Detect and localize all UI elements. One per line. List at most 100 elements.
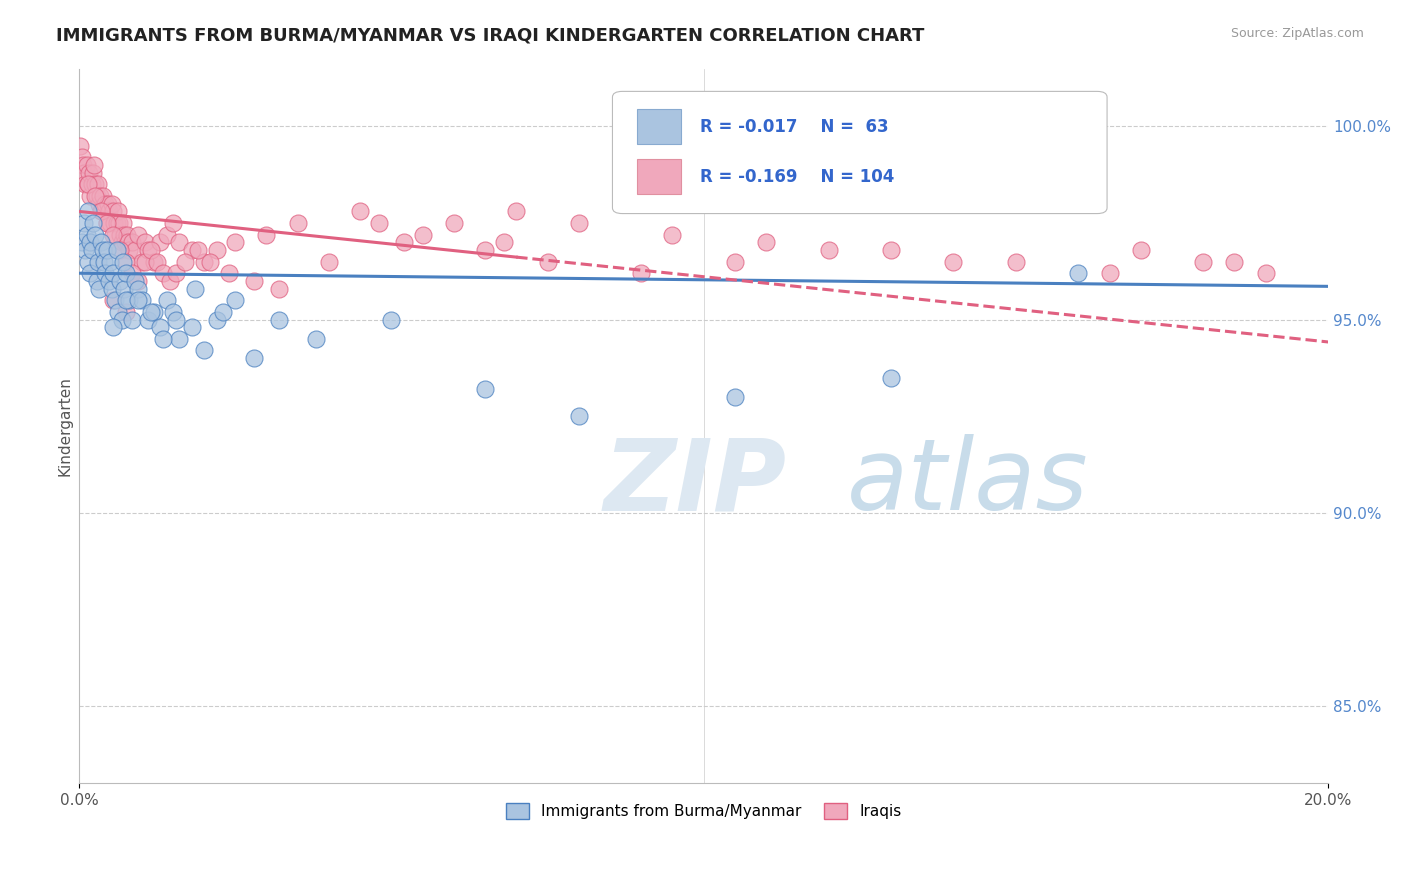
Point <box>79 266 101 280</box>
Point <box>72 158 94 172</box>
Point <box>880 243 903 257</box>
Point <box>112 227 135 242</box>
Point <box>115 254 138 268</box>
Point <box>87 196 110 211</box>
Point <box>108 243 131 257</box>
Point <box>96 243 118 257</box>
Point <box>94 266 117 280</box>
Point <box>97 196 120 211</box>
Point <box>100 196 122 211</box>
Point <box>80 243 103 257</box>
Point <box>79 235 101 250</box>
Point <box>117 235 139 250</box>
Point <box>536 254 558 268</box>
Point <box>1223 254 1246 268</box>
Point <box>492 235 515 250</box>
Point <box>87 254 110 268</box>
FancyBboxPatch shape <box>613 91 1107 213</box>
Point <box>474 382 496 396</box>
Point <box>880 370 903 384</box>
Point <box>73 166 96 180</box>
Point <box>111 254 134 268</box>
Point <box>101 204 124 219</box>
Point <box>115 293 138 308</box>
Legend: Immigrants from Burma/Myanmar, Iraqis: Immigrants from Burma/Myanmar, Iraqis <box>499 797 908 825</box>
Point <box>121 266 143 280</box>
Point <box>107 305 129 319</box>
Text: IMMIGRANTS FROM BURMA/MYANMAR VS IRAQI KINDERGARTEN CORRELATION CHART: IMMIGRANTS FROM BURMA/MYANMAR VS IRAQI K… <box>56 27 925 45</box>
Point <box>568 409 591 424</box>
Point <box>115 227 138 242</box>
Point <box>152 266 174 280</box>
Point <box>127 282 149 296</box>
Point <box>143 254 166 268</box>
Point <box>205 312 228 326</box>
Point <box>100 282 122 296</box>
Point <box>103 216 125 230</box>
Text: atlas: atlas <box>848 434 1088 532</box>
Point <box>104 227 127 242</box>
Point <box>75 243 97 257</box>
Point <box>105 243 128 257</box>
Point <box>105 216 128 230</box>
Point <box>94 196 117 211</box>
Point <box>77 178 100 192</box>
Point <box>98 274 121 288</box>
Point <box>1254 266 1277 280</box>
Point <box>193 254 215 268</box>
Point <box>110 312 132 326</box>
Point <box>167 332 190 346</box>
Point <box>115 305 138 319</box>
Point <box>817 243 839 257</box>
Point <box>392 235 415 250</box>
Point <box>70 235 93 250</box>
Point <box>89 189 111 203</box>
Point <box>131 293 153 308</box>
Point <box>136 312 159 326</box>
Point <box>218 266 240 280</box>
FancyBboxPatch shape <box>637 160 681 194</box>
Point <box>180 320 202 334</box>
Point <box>96 216 118 230</box>
Point <box>87 178 110 192</box>
Point <box>96 216 118 230</box>
Point <box>155 293 177 308</box>
Point <box>87 282 110 296</box>
Point <box>474 243 496 257</box>
Text: R = -0.169    N = 104: R = -0.169 N = 104 <box>700 168 894 186</box>
Point <box>90 204 112 219</box>
Point <box>103 266 125 280</box>
Point <box>91 243 114 257</box>
Point <box>205 243 228 257</box>
Point <box>134 254 156 268</box>
Point <box>121 312 143 326</box>
Point <box>127 293 149 308</box>
Point <box>91 189 114 203</box>
Point <box>103 320 125 334</box>
Point <box>568 216 591 230</box>
Point <box>124 274 146 288</box>
Point <box>69 138 91 153</box>
Point <box>165 266 187 280</box>
Point <box>267 312 290 326</box>
Point <box>110 227 132 242</box>
Point <box>505 204 527 219</box>
Point <box>1098 266 1121 280</box>
Point <box>82 166 104 180</box>
Point <box>224 235 246 250</box>
Point <box>104 293 127 308</box>
Point <box>115 266 138 280</box>
Point <box>103 227 125 242</box>
Point <box>131 254 153 268</box>
Point <box>1129 243 1152 257</box>
Point <box>98 216 121 230</box>
Point <box>1067 266 1090 280</box>
Point <box>187 243 209 257</box>
Point <box>155 227 177 242</box>
Point <box>349 204 371 219</box>
Point <box>83 158 105 172</box>
Point <box>193 343 215 358</box>
Point <box>70 150 93 164</box>
Point <box>134 235 156 250</box>
Point <box>118 243 141 257</box>
